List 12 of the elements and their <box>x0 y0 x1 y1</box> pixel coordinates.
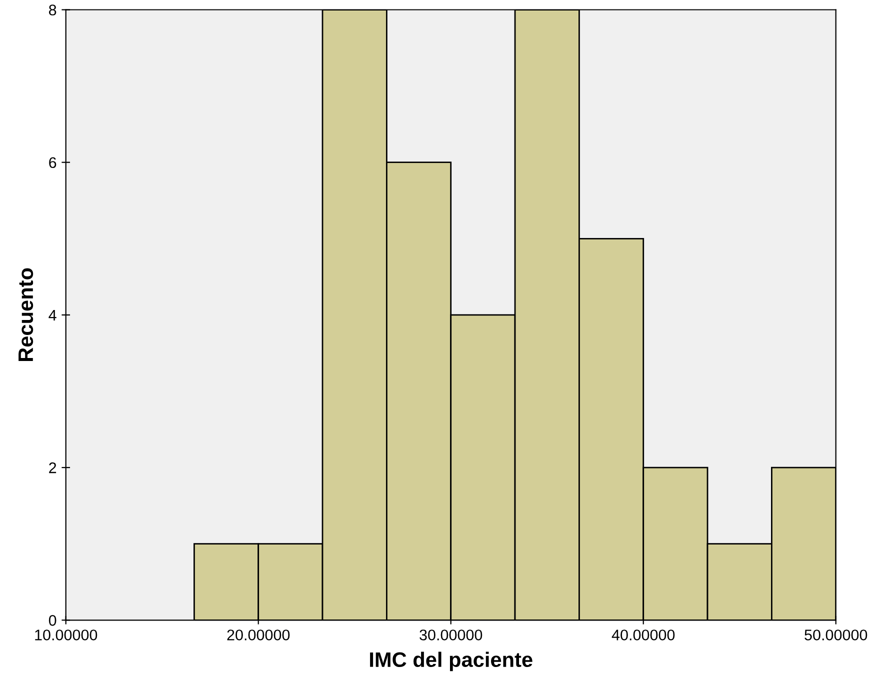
y-tick-label: 6 <box>49 157 56 168</box>
y-tick-label: 2 <box>49 462 56 474</box>
x-tick-label: 30.00000 <box>420 630 482 640</box>
y-tick-label: 0 <box>48 615 56 626</box>
x-tick-label: 50.00000 <box>804 630 868 640</box>
y-axis-title: Recuento <box>18 268 34 362</box>
x-tick-label: 20.00000 <box>227 630 290 640</box>
x-tick-label: 10.00000 <box>35 630 98 640</box>
x-axis-title: IMC del paciente <box>370 652 532 672</box>
x-tick-label: 40.00000 <box>612 630 675 640</box>
y-tick-label: 4 <box>48 310 56 320</box>
y-tick-label: 8 <box>48 4 56 16</box>
